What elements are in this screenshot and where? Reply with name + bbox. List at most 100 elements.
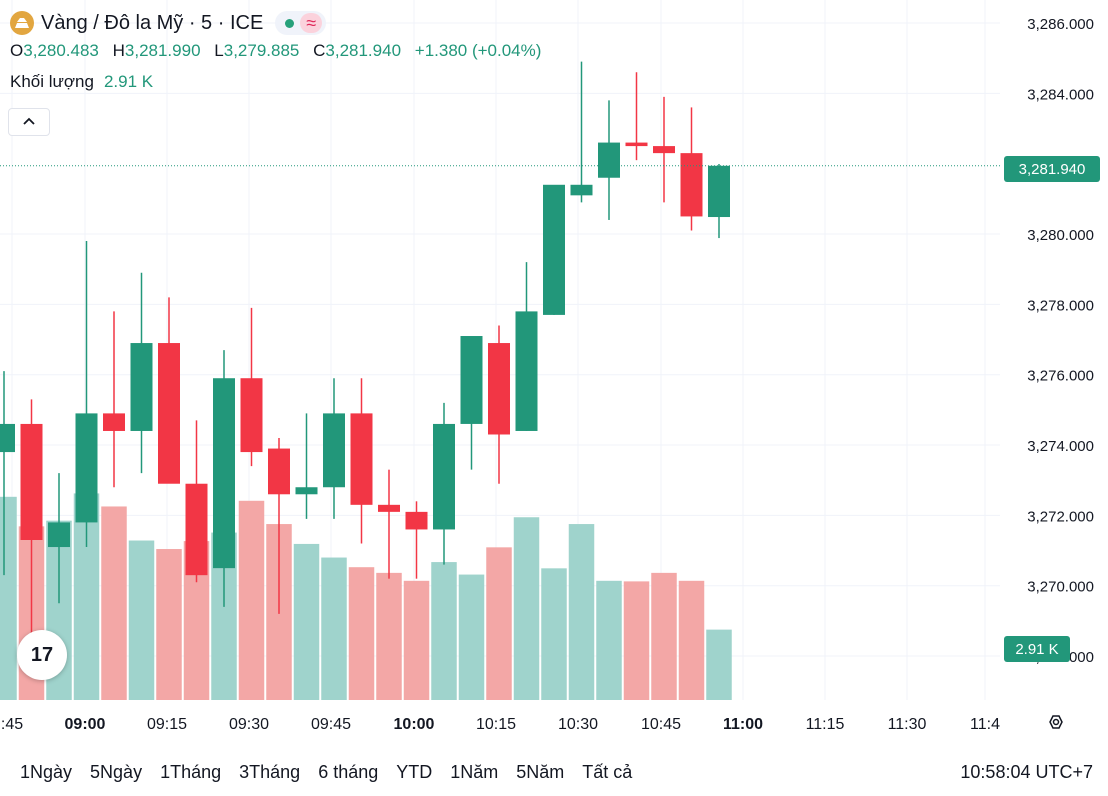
candle-body [268,448,290,495]
volume-bar [0,496,17,700]
candle-body [75,413,98,523]
price-chart[interactable]: 3,268.0003,270.0003,272.0003,274.0003,27… [0,0,1108,748]
candle-body [378,504,400,512]
candle-body [598,142,620,178]
low-value: 3,279.885 [223,41,300,60]
volume-bar [486,547,512,700]
candle-body [185,483,208,576]
x-axis[interactable]: :45 09:00 09:15 09:30 09:45 10:00 10:15 10:30 10… [1,716,1000,733]
x-tick-label: 09:30 [229,716,269,733]
y-tick-label: 3,286.000 [1027,16,1094,33]
candle-body [295,487,318,495]
y-tick-label: 3,270.000 [1027,579,1094,596]
volume-bar [238,500,265,700]
y-tick-label: 3,276.000 [1027,368,1094,385]
y-axis[interactable]: 3,268.0003,270.0003,272.0003,274.0003,27… [1027,16,1094,666]
chevron-up-icon [23,117,35,125]
range-button-2[interactable]: 1Tháng [160,762,222,782]
volume-bars [0,493,732,700]
x-tick-label: 10:15 [476,716,516,733]
market-status-pill[interactable]: ≈ [275,11,327,35]
range-button-4[interactable]: 6 tháng [318,762,379,782]
candle-body [433,423,455,530]
x-tick-label: 11:30 [888,716,927,733]
close-value: 3,281.940 [325,41,402,60]
candle-body [350,413,373,505]
candle-body [488,343,510,435]
tradingview-logo[interactable]: 17 [17,630,67,680]
candle-body [48,522,70,548]
ohlc-values: O3,280.483 H3,281.990 L3,279.885 C3,281.… [10,41,541,65]
volume-bar [651,572,677,700]
x-tick-label: 11:15 [806,716,845,733]
candle-body [323,413,345,488]
volume-bar [623,581,650,700]
bottom-toolbar: 1Ngày 5Ngày 1Tháng 3Tháng 6 tháng YTD 1Năm 5Năm… [0,748,1108,796]
y-tick-label: 3,284.000 [1027,86,1094,103]
range-button-0[interactable]: 1Ngày [20,762,73,782]
range-button-8[interactable]: Tất cả [582,762,633,782]
volume-bar [706,629,732,700]
candle-body [158,343,180,484]
symbol-title[interactable]: Vàng / Đô la Mỹ · 5 · ICE [41,11,264,34]
y-tick-label: 3,272.000 [1027,508,1094,525]
candle-body [708,165,730,218]
volume-bar [568,524,595,700]
open-label: O [10,41,24,60]
candle-body [543,184,565,315]
volume-bar [596,580,622,700]
y-tick-label: 3,280.000 [1027,227,1094,244]
volume-bar [513,517,540,700]
market-open-dot-icon [285,18,295,28]
candle-body [570,184,593,196]
y-tick-label: 3,278.000 [1027,297,1094,314]
low-label: L [214,41,224,60]
candles [0,61,730,653]
x-tick-label: :45 [1,716,23,733]
settings-gear-icon[interactable] [1044,710,1068,734]
high-label: H [112,41,125,60]
volume-legend: Khối lượng 2.91 K [10,72,541,94]
collapse-legend-button[interactable] [8,108,50,136]
volume-bar [348,567,375,700]
close-label: C [313,41,326,60]
x-tick-label: 11:00 [723,716,763,733]
candle-body [680,153,703,217]
candle-body [103,413,125,431]
x-tick-label: 10:45 [641,716,681,733]
volume-bar [431,562,457,700]
volume-bar [376,572,402,700]
x-tick-label: 10:00 [394,716,435,733]
open-value: 3,280.483 [23,41,99,60]
volume-tag: 2.91 K [1004,636,1070,662]
volume-label: Khối lượng [10,72,94,91]
change-value: +1.380 (+0.04%) [414,41,542,60]
range-selector: 1Ngày 5Ngày 1Tháng 3Tháng 6 tháng YTD 1Năm 5Năm… [20,762,650,783]
range-button-1[interactable]: 5Ngày [90,762,143,782]
volume-bar [403,580,430,700]
clock[interactable]: 10:58:04 UTC+7 [960,762,1093,782]
volume-value: 2.91 K [103,72,154,91]
range-button-5[interactable]: YTD [396,762,433,782]
x-tick-label: 09:15 [147,716,187,733]
symbol-legend: Vàng / Đô la Mỹ · 5 · ICE ≈ O3,280.483 H… [10,8,541,94]
volume-bar [156,549,182,700]
x-tick-label: 11:4 [970,716,1000,733]
wave-icon: ≈ [300,13,323,33]
gold-icon [10,11,34,35]
volume-bar [101,506,127,700]
last-price-tag: 3,281.940 [1004,156,1100,182]
candle-body [0,423,15,453]
x-tick-label: 09:00 [65,716,106,733]
candle-body [625,142,648,147]
range-button-6[interactable]: 1Năm [450,762,499,782]
candle-body [515,311,538,431]
volume-bar [541,568,567,700]
range-button-7[interactable]: 5Năm [516,762,565,782]
high-value: 3,281.990 [124,41,201,60]
candle-body [460,336,483,424]
range-button-3[interactable]: 3Tháng [239,762,301,782]
x-tick-label: 10:30 [558,716,598,733]
y-tick-label: 3,274.000 [1027,438,1094,455]
candle-body [653,146,675,154]
